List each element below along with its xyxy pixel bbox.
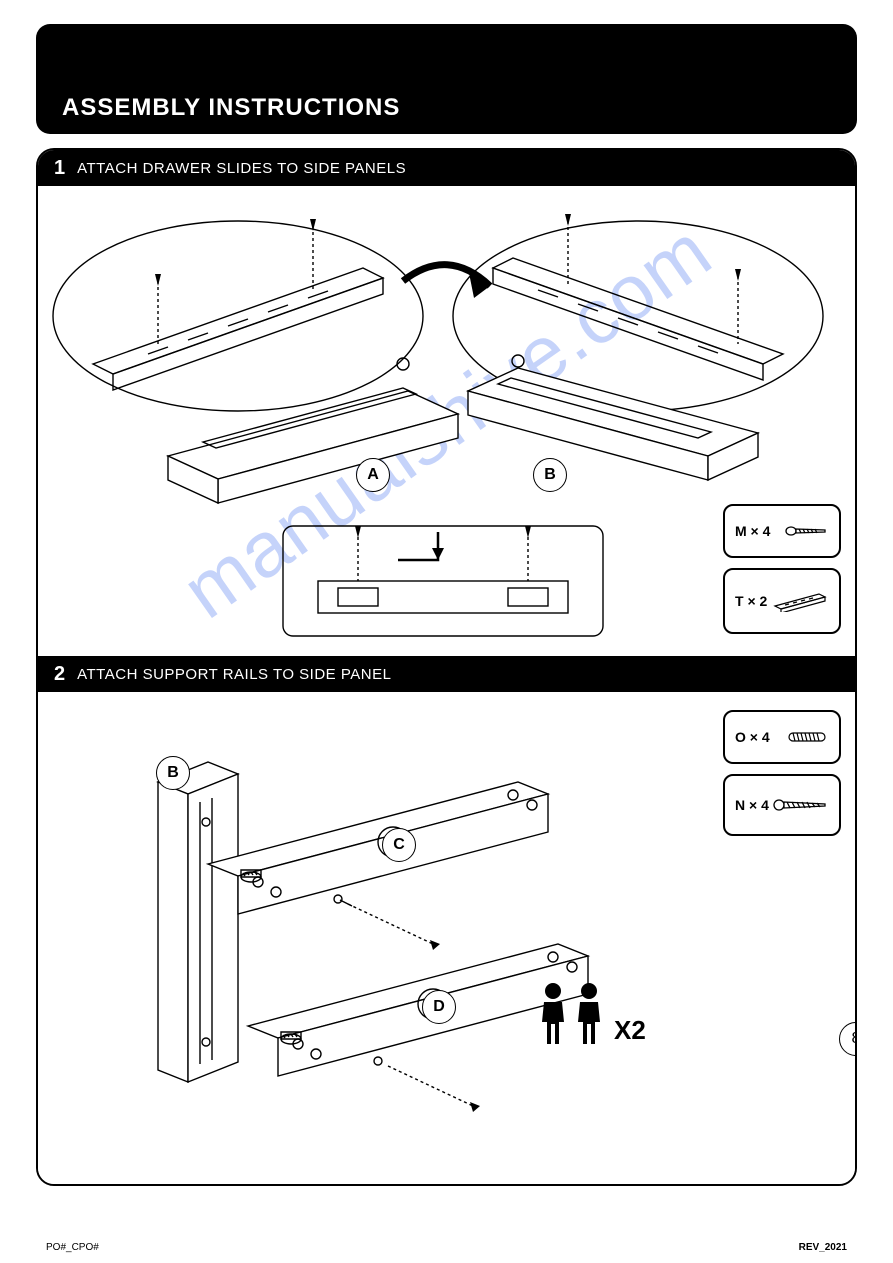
panel-label-c: C xyxy=(382,828,416,862)
step-2-label: ATTACH SUPPORT RAILS TO SIDE PANEL xyxy=(77,666,391,683)
title-banner: ASSEMBLY INSTRUCTIONS xyxy=(36,24,857,134)
screw-small-icon xyxy=(785,522,829,540)
person-icon xyxy=(574,982,604,1046)
hardware-n-label: N × 4 xyxy=(735,797,769,813)
step-1-number: 1 xyxy=(54,157,65,180)
hardware-box-o: O × 4 xyxy=(723,710,841,764)
panel-label-a: A xyxy=(356,458,390,492)
hardware-box-t: T × 2 xyxy=(723,568,841,634)
step-1-body: manualshive.com xyxy=(38,186,855,656)
step-1-label: ATTACH DRAWER SLIDES TO SIDE PANELS xyxy=(77,160,406,177)
panel-label-b2: B xyxy=(156,756,190,790)
people-count: X2 xyxy=(614,1015,646,1046)
panel-label-b: B xyxy=(533,458,567,492)
slide-rail-icon xyxy=(771,590,829,612)
footer-left: PO#_CPO# xyxy=(46,1242,99,1253)
hardware-box-n: N × 4 xyxy=(723,774,841,836)
footer: PO#_CPO# REV_2021 xyxy=(0,1242,893,1253)
main-frame: 1 ATTACH DRAWER SLIDES TO SIDE PANELS ma… xyxy=(36,148,857,1186)
screw-long-icon xyxy=(773,795,829,815)
step-2-bar: 2 ATTACH SUPPORT RAILS TO SIDE PANEL xyxy=(38,656,855,692)
step-2: 2 ATTACH SUPPORT RAILS TO SIDE PANEL xyxy=(38,656,855,1184)
person-icon xyxy=(538,982,568,1046)
page: ASSEMBLY INSTRUCTIONS 1 ATTACH DRAWER SL… xyxy=(0,0,893,1263)
hardware-box-m: M × 4 xyxy=(723,504,841,558)
step-2-body: C D B X2 O × 4 xyxy=(38,692,855,1184)
dowel-icon xyxy=(785,729,829,745)
step-1-bar: 1 ATTACH DRAWER SLIDES TO SIDE PANELS xyxy=(38,150,855,186)
footer-right: REV_2021 xyxy=(799,1242,847,1253)
panel-label-d: D xyxy=(422,990,456,1024)
two-people-indicator: X2 xyxy=(538,982,646,1046)
page-title: ASSEMBLY INSTRUCTIONS xyxy=(62,94,400,122)
step-2-number: 2 xyxy=(54,663,65,686)
hardware-t-label: T × 2 xyxy=(735,593,767,609)
step-1: 1 ATTACH DRAWER SLIDES TO SIDE PANELS ma… xyxy=(38,150,855,656)
hardware-o-label: O × 4 xyxy=(735,729,770,745)
hardware-m-label: M × 4 xyxy=(735,523,770,539)
